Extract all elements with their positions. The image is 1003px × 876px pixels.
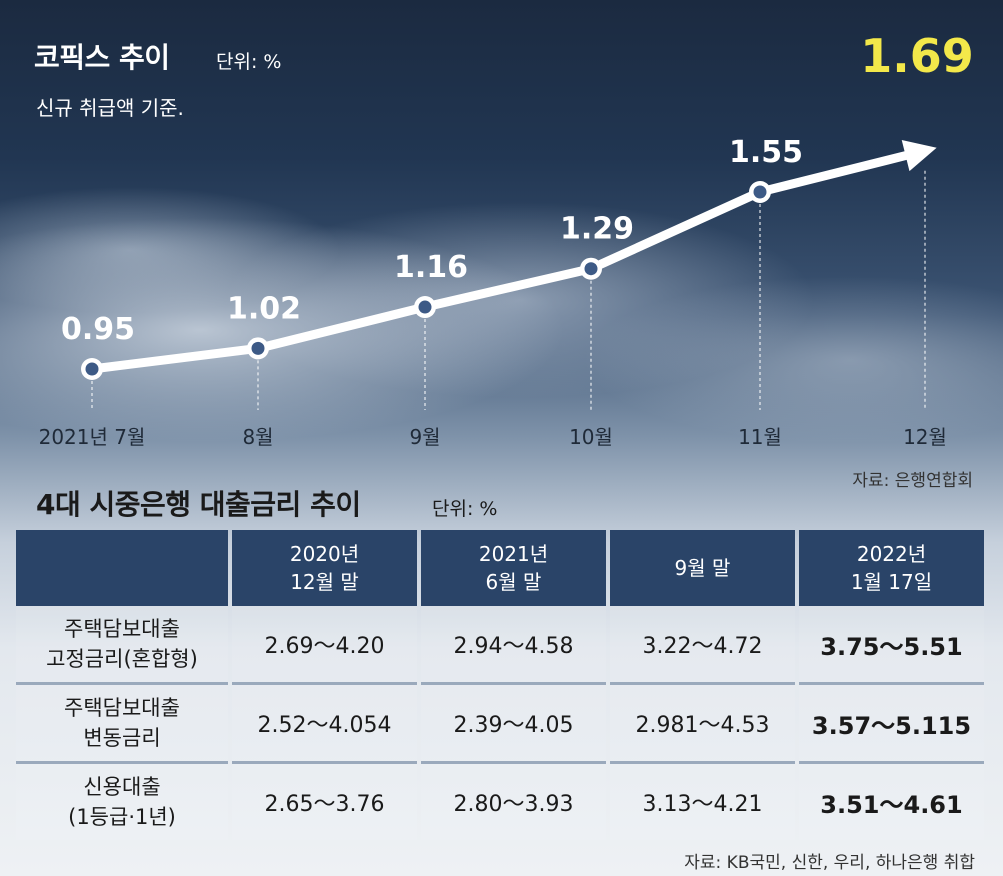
row-header-line: (1등급·1년)	[68, 805, 176, 829]
data-point	[85, 362, 99, 376]
table-cell-latest: 3.75～5.51	[799, 606, 984, 685]
x-tick-label: 2021년 7월	[39, 425, 146, 449]
data-label: 1.55	[729, 135, 803, 170]
loan-rate-table: 2020년 12월 말 2021년 6월 말 9월 말 2022년 1월 17일…	[12, 530, 988, 840]
chart-title: 코픽스 추이	[34, 41, 170, 74]
table-unit: 단위: %	[432, 498, 498, 520]
x-tick-label: 8월	[242, 425, 273, 449]
table-corner-cell	[16, 530, 228, 606]
table-row: 주택담보대출 고정금리(혼합형) 2.69～4.20 2.94～4.58 3.2…	[16, 606, 984, 685]
column-header: 2021년 6월 말	[421, 530, 606, 606]
column-header: 9월 말	[610, 530, 795, 606]
row-header-line: 주택담보대출	[64, 617, 180, 641]
kofix-line-chart: 0.95 1.02 1.16 1.29 1.55 1.69 2021년 7월 8월 9월 10월 1…	[39, 29, 974, 449]
data-label: 0.95	[61, 312, 135, 347]
table-cell: 2.80～3.93	[421, 764, 606, 840]
table-cell: 2.69～4.20	[232, 606, 417, 685]
column-header-line: 9월 말	[674, 556, 731, 580]
row-header-line: 신용대출	[83, 775, 161, 799]
column-header-line: 6월 말	[485, 570, 542, 594]
x-tick-label: 9월	[409, 425, 440, 449]
table-cell: 3.22～4.72	[610, 606, 795, 685]
table-cell: 2.65～3.76	[232, 764, 417, 840]
table-title: 4대 시중은행 대출금리 추이	[36, 488, 361, 521]
table-cell: 2.94～4.58	[421, 606, 606, 685]
column-header: 2020년 12월 말	[232, 530, 417, 606]
data-label: 1.16	[394, 250, 468, 285]
column-header-line: 2022년	[856, 542, 927, 566]
chart-unit: 단위: %	[216, 51, 282, 73]
data-point	[753, 185, 767, 199]
data-point	[418, 300, 432, 314]
table-cell: 2.981～4.53	[610, 685, 795, 764]
data-label: 1.02	[227, 291, 301, 326]
column-header: 2022년 1월 17일	[799, 530, 984, 606]
row-header: 주택담보대출 변동금리	[16, 685, 228, 764]
data-point	[584, 262, 598, 276]
data-label: 1.29	[560, 212, 634, 247]
series-line	[87, 151, 911, 374]
table-header-row: 2020년 12월 말 2021년 6월 말 9월 말 2022년 1월 17일	[16, 530, 984, 606]
table-cell-latest: 3.51～4.61	[799, 764, 984, 840]
column-header-line: 1월 17일	[850, 570, 933, 594]
table-row: 주택담보대출 변동금리 2.52～4.054 2.39～4.05 2.981～4…	[16, 685, 984, 764]
x-tick-label: 10월	[569, 425, 613, 449]
row-header-line: 주택담보대출	[64, 696, 180, 720]
row-header-line: 고정금리(혼합형)	[46, 647, 198, 671]
column-header-line: 2020년	[289, 542, 360, 566]
table-cell: 2.52～4.054	[232, 685, 417, 764]
column-header-line: 2021년	[478, 542, 549, 566]
x-tick-label: 12월	[903, 425, 947, 449]
row-header: 신용대출 (1등급·1년)	[16, 764, 228, 840]
table-source: 자료: KB국민, 신한, 우리, 하나은행 취합	[684, 853, 975, 873]
table-cell-latest: 3.57～5.115	[799, 685, 984, 764]
chart-subtitle: 신규 취급액 기준.	[36, 96, 184, 120]
row-header: 주택담보대출 고정금리(혼합형)	[16, 606, 228, 685]
column-header-line: 12월 말	[290, 570, 359, 594]
x-tick-label: 11월	[738, 425, 782, 449]
row-header-line: 변동금리	[83, 726, 161, 750]
table-cell: 3.13～4.21	[610, 764, 795, 840]
data-label: 1.69	[860, 29, 974, 83]
chart-source: 자료: 은행연합회	[852, 471, 973, 491]
table-cell: 2.39～4.05	[421, 685, 606, 764]
series-arrow-head	[901, 140, 937, 172]
table-row: 신용대출 (1등급·1년) 2.65～3.76 2.80～3.93 3.13～4…	[16, 764, 984, 840]
data-point	[251, 341, 265, 355]
